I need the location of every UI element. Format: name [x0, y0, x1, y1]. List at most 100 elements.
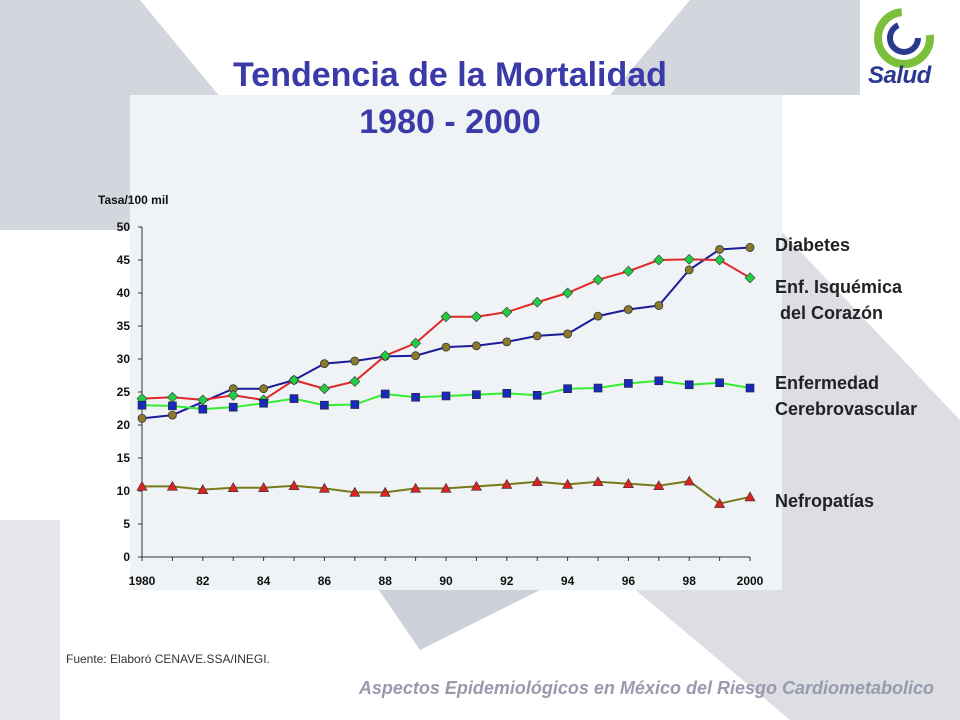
data-point — [441, 342, 451, 352]
data-point — [258, 482, 270, 493]
data-point — [622, 265, 634, 277]
series-2 — [137, 376, 755, 414]
series-3 — [136, 475, 756, 508]
data-point — [654, 376, 664, 386]
data-point — [379, 486, 391, 497]
data-point — [562, 478, 574, 489]
data-point — [744, 272, 756, 284]
data-point — [288, 374, 300, 386]
data-point — [562, 287, 574, 299]
data-point — [624, 305, 633, 314]
data-point — [411, 351, 421, 361]
x-tick-label: 92 — [500, 574, 514, 588]
data-point — [683, 253, 695, 265]
legend-cerebrovascular: Enfermedad Cerebrovascular — [775, 373, 918, 419]
data-point — [714, 254, 726, 266]
data-point — [592, 476, 604, 487]
data-point — [318, 383, 330, 395]
data-point — [654, 301, 664, 310]
data-point — [471, 341, 481, 351]
x-tick-label: 98 — [683, 574, 697, 588]
y-tick-label: 15 — [117, 451, 131, 465]
data-point — [320, 400, 329, 410]
data-point — [166, 391, 178, 403]
x-tick-label: 1980 — [129, 574, 156, 588]
legend-isquemica: Enf. Isquémica del Corazón — [775, 277, 903, 323]
data-point — [410, 337, 422, 349]
plot-background-panel — [130, 95, 782, 590]
decor-shape-bottomleft — [0, 520, 60, 720]
y-tick-label: 40 — [117, 286, 131, 300]
x-tick-label: 94 — [561, 574, 575, 588]
data-point — [167, 410, 177, 420]
page-subtitle: 1980 - 2000 — [359, 103, 541, 141]
data-point — [349, 486, 361, 497]
data-point — [593, 383, 603, 393]
data-point — [532, 390, 542, 400]
data-point — [197, 484, 209, 494]
data-point — [563, 384, 572, 394]
data-point — [350, 400, 360, 409]
data-point — [653, 480, 665, 491]
data-point — [745, 243, 755, 252]
footer-caption: Aspectos Epidemiológicos en México del R… — [358, 678, 934, 698]
data-point — [683, 475, 695, 486]
decor-shape-topright — [610, 0, 860, 95]
data-point — [684, 265, 694, 275]
data-point — [531, 296, 543, 308]
y-tick-label: 5 — [123, 517, 130, 531]
x-tick-label: 84 — [257, 574, 271, 588]
series-line — [141, 246, 751, 420]
chart-series — [136, 243, 756, 508]
data-point — [472, 390, 481, 399]
y-tick-label: 50 — [117, 220, 131, 234]
data-point — [501, 478, 513, 489]
data-point — [411, 392, 420, 402]
data-point — [624, 379, 633, 388]
data-point — [532, 331, 542, 341]
x-tick-label: 86 — [318, 574, 332, 588]
source-note: Fuente: Elaboró CENAVE.SSA/INEGI. — [66, 652, 270, 666]
legend-diabetes: Diabetes — [775, 235, 851, 255]
data-point — [441, 391, 451, 401]
data-point — [318, 482, 330, 493]
data-point — [319, 359, 329, 369]
data-point — [715, 378, 724, 388]
x-tick-label: 90 — [439, 574, 453, 588]
data-point — [592, 274, 604, 286]
data-point — [440, 482, 452, 493]
data-point — [410, 482, 422, 493]
y-tick-label: 25 — [117, 385, 131, 399]
data-point — [714, 497, 726, 508]
data-point — [198, 404, 208, 414]
data-point — [166, 480, 178, 491]
y-tick-label: 20 — [117, 418, 131, 432]
data-point — [502, 337, 512, 347]
logo-text: Salud — [868, 62, 931, 89]
data-point — [502, 389, 512, 398]
data-point — [168, 401, 177, 411]
legend-nefropatias: Nefropatías — [775, 491, 875, 511]
x-tick-label: 88 — [379, 574, 393, 588]
data-point — [259, 398, 268, 408]
data-point — [227, 482, 239, 493]
y-tick-label: 10 — [117, 484, 131, 498]
data-point — [531, 476, 543, 487]
x-tick-label: 82 — [196, 574, 210, 588]
data-point — [501, 306, 513, 318]
data-point — [380, 389, 390, 399]
data-point — [470, 311, 482, 323]
data-point — [593, 311, 603, 321]
data-point — [715, 245, 724, 254]
data-point — [288, 480, 300, 491]
y-tick-label: 35 — [117, 319, 131, 333]
y-tick-label: 0 — [123, 550, 130, 564]
data-point — [653, 254, 665, 266]
data-point — [259, 384, 269, 394]
y-tick-label: 30 — [117, 352, 131, 366]
data-point — [136, 480, 148, 491]
data-point — [350, 356, 360, 366]
data-point — [349, 376, 361, 387]
